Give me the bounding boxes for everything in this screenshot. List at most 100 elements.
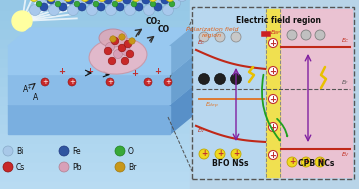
Text: Cs: Cs: [16, 163, 25, 171]
Text: A: A: [33, 92, 39, 101]
Polygon shape: [170, 58, 192, 104]
Circle shape: [131, 0, 143, 9]
Circle shape: [169, 1, 175, 7]
Text: +: +: [107, 79, 113, 85]
Circle shape: [3, 146, 13, 156]
Circle shape: [124, 40, 132, 48]
Bar: [0, 65, 190, 76]
Circle shape: [101, 0, 112, 2]
Text: +: +: [233, 149, 239, 159]
Circle shape: [230, 74, 242, 84]
Bar: [0, 141, 190, 151]
Circle shape: [315, 30, 325, 40]
Circle shape: [93, 1, 99, 7]
Circle shape: [149, 0, 158, 2]
Circle shape: [269, 122, 278, 132]
Circle shape: [150, 1, 156, 7]
Circle shape: [269, 94, 278, 104]
Text: Electric field region: Electric field region: [236, 16, 321, 25]
Circle shape: [78, 3, 86, 11]
Circle shape: [231, 149, 241, 159]
Circle shape: [106, 43, 115, 51]
Circle shape: [62, 0, 74, 2]
Bar: [266, 9, 280, 177]
FancyArrowPatch shape: [277, 119, 288, 136]
Circle shape: [121, 57, 129, 65]
Circle shape: [48, 5, 60, 15]
Circle shape: [97, 3, 105, 11]
Text: −: −: [167, 0, 173, 2]
Circle shape: [139, 0, 149, 2]
Circle shape: [199, 32, 209, 42]
Circle shape: [29, 5, 41, 15]
Polygon shape: [8, 28, 192, 46]
Circle shape: [121, 46, 131, 56]
Circle shape: [150, 0, 162, 9]
Text: +: +: [145, 79, 151, 85]
Circle shape: [269, 67, 278, 75]
Circle shape: [131, 1, 137, 7]
Text: Bi: Bi: [16, 146, 23, 156]
Polygon shape: [8, 58, 192, 76]
Circle shape: [80, 0, 89, 2]
Circle shape: [199, 74, 210, 84]
Polygon shape: [8, 46, 170, 74]
Circle shape: [59, 146, 69, 156]
Circle shape: [112, 0, 123, 9]
Text: CPB NCs: CPB NCs: [298, 159, 334, 168]
Circle shape: [163, 5, 173, 15]
Text: $E_V$: $E_V$: [197, 126, 206, 135]
Circle shape: [169, 0, 181, 9]
Bar: [190, 0, 359, 189]
Circle shape: [129, 38, 135, 44]
Text: −: −: [116, 0, 122, 2]
Circle shape: [74, 1, 80, 7]
Circle shape: [123, 0, 131, 4]
Text: −: −: [133, 0, 139, 2]
Bar: [0, 169, 190, 180]
Circle shape: [165, 0, 174, 2]
Bar: [0, 94, 190, 104]
Circle shape: [85, 0, 93, 4]
Text: +: +: [270, 39, 276, 47]
Circle shape: [104, 47, 112, 55]
Bar: [0, 131, 190, 142]
Ellipse shape: [99, 29, 127, 47]
Circle shape: [142, 0, 150, 4]
Circle shape: [269, 39, 278, 47]
Circle shape: [113, 50, 122, 59]
Bar: [0, 46, 190, 57]
Text: −: −: [48, 0, 54, 2]
Circle shape: [64, 0, 73, 2]
Circle shape: [199, 149, 209, 159]
Circle shape: [131, 0, 140, 2]
Text: +: +: [270, 122, 276, 132]
Circle shape: [215, 32, 225, 42]
Circle shape: [158, 0, 168, 2]
Text: +: +: [154, 67, 162, 77]
Text: $E_C$: $E_C$: [197, 38, 206, 47]
Text: +: +: [270, 67, 276, 75]
Circle shape: [47, 0, 55, 4]
Text: +: +: [289, 157, 295, 167]
Circle shape: [269, 150, 278, 160]
Circle shape: [301, 30, 311, 40]
Text: −: −: [65, 0, 71, 2]
Circle shape: [135, 3, 143, 11]
Circle shape: [125, 5, 135, 15]
Text: −: −: [82, 0, 88, 2]
Text: +: +: [69, 79, 75, 85]
Circle shape: [118, 44, 126, 52]
Bar: [0, 150, 190, 161]
Circle shape: [116, 3, 124, 11]
Text: +: +: [87, 67, 93, 77]
Bar: [194, 9, 266, 177]
Bar: [280, 9, 352, 177]
Text: O: O: [128, 146, 134, 156]
Bar: [0, 0, 190, 9]
Polygon shape: [8, 88, 192, 106]
Circle shape: [98, 0, 107, 2]
Bar: [0, 18, 190, 28]
Text: CO: CO: [158, 25, 170, 34]
Bar: [0, 160, 190, 170]
